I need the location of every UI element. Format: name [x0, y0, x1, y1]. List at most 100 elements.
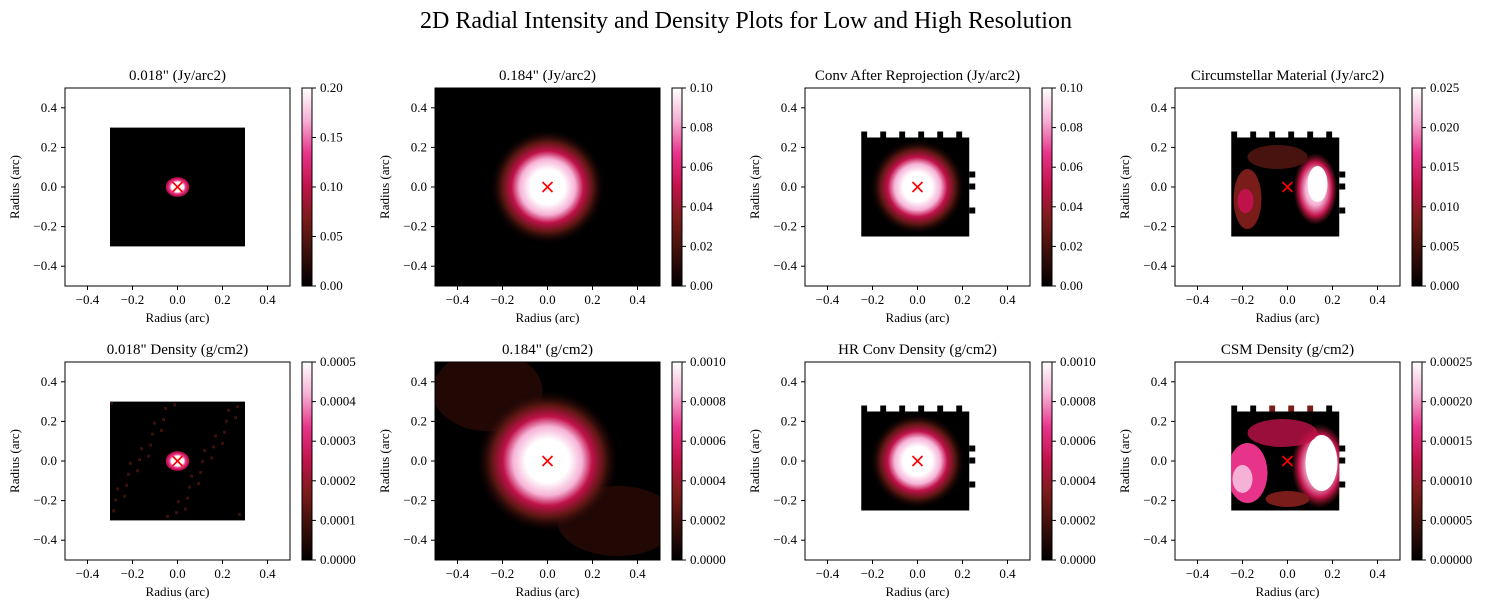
- colorbar-tick-label: 0.06: [1060, 159, 1083, 174]
- x-tick-label: 0.4: [1369, 292, 1386, 307]
- x-axis-label: Radius (arc): [146, 310, 210, 325]
- noise-speck: [238, 513, 241, 516]
- noise-speck: [162, 418, 165, 421]
- heatmap-panel-1: −0.4 −0.4 −0.2 −0.2 0.0 0.0 0.2 0.2 0.4 0.4 0.018"…: [7, 68, 343, 325]
- noise-speck: [153, 421, 156, 425]
- edge-gap: [867, 405, 881, 412]
- edge-pixel: [937, 131, 944, 138]
- noise-speck: [116, 487, 119, 491]
- x-tick-label: 0.0: [1279, 566, 1295, 581]
- noise-speck: [212, 445, 215, 449]
- edge-pixel: [937, 405, 944, 412]
- x-tick-label: 0.2: [1324, 566, 1340, 581]
- y-tick-label: 0.4: [781, 374, 798, 389]
- x-tick-label: −0.2: [1231, 292, 1255, 307]
- x-tick-label: 0.2: [584, 566, 600, 581]
- colorbar-tick-label: 0.05: [320, 229, 343, 244]
- edge-gap: [943, 131, 957, 138]
- colorbar-tick-label: 0.10: [690, 80, 713, 95]
- edge-pixel: [1288, 405, 1295, 412]
- csm-clump: [1232, 465, 1253, 493]
- colorbar-tick-label: 0.005: [1430, 238, 1459, 253]
- edge-gap: [905, 405, 919, 412]
- noise-speck: [175, 511, 178, 515]
- edge-pixel: [1339, 171, 1346, 178]
- y-tick-label: −0.4: [33, 258, 57, 273]
- y-tick-label: 0.2: [411, 413, 427, 428]
- noise-speck: [223, 430, 226, 434]
- noise-speck: [201, 460, 204, 463]
- noise-speck: [210, 456, 213, 460]
- noise-speck: [199, 471, 202, 474]
- colorbar-tick-label: 0.0004: [690, 473, 726, 488]
- noise-speck: [112, 509, 115, 513]
- y-tick-label: 0.0: [781, 453, 797, 468]
- x-tick-label: 0.2: [1324, 292, 1340, 307]
- colorbar-tick-label: 0.0006: [1060, 433, 1096, 448]
- colorbar-tick-label: 0.04: [1060, 199, 1083, 214]
- y-tick-label: −0.4: [773, 532, 797, 547]
- colorbar-tick-label: 0.02: [690, 238, 713, 253]
- noise-speck: [114, 498, 117, 502]
- colorbar-tick-label: 0.0006: [690, 433, 726, 448]
- y-tick-label: −0.4: [1143, 532, 1167, 547]
- edge-gap: [1256, 131, 1270, 138]
- x-tick-label: 0.4: [629, 292, 646, 307]
- colorbar-tick-label: 0.020: [1430, 120, 1459, 135]
- edge-gap: [962, 405, 976, 412]
- y-axis-label: Radius (arc): [747, 429, 762, 493]
- colorbar-tick-label: 0.0004: [1060, 473, 1096, 488]
- csm-peak: [1307, 166, 1328, 202]
- panel-title: CSM Density (g/cm2): [1221, 342, 1354, 358]
- x-tick-label: 0.4: [999, 566, 1016, 581]
- colorbar-tick-label: 0.0008: [690, 394, 726, 409]
- colorbar: [1411, 87, 1423, 287]
- panel-title: 0.184" (Jy/arc2): [499, 68, 596, 84]
- panel-title: HR Conv Density (g/cm2): [838, 342, 997, 358]
- colorbar-tick-label: 0.08: [690, 120, 713, 135]
- x-tick-label: 0.0: [169, 292, 185, 307]
- edge-pixel: [969, 445, 976, 452]
- colorbar-tick-label: 0.00005: [1430, 512, 1472, 527]
- edge-gap: [1332, 131, 1346, 138]
- noise-speck: [214, 434, 217, 438]
- heatmap-panel-7: −0.4 −0.4 −0.2 −0.2 0.0 0.0 0.2 0.2 0.4 0.4 HR Con…: [747, 342, 1096, 599]
- edge-gap: [1294, 131, 1308, 138]
- noise-speck: [234, 416, 237, 420]
- noise-speck: [125, 483, 128, 487]
- noise-speck: [225, 419, 228, 423]
- edge-pixel: [899, 405, 906, 412]
- noise-speck: [173, 403, 176, 407]
- x-tick-label: 0.2: [584, 292, 600, 307]
- edge-pixel: [1288, 131, 1295, 138]
- heatmap-panel-6: −0.4 −0.4 −0.2 −0.2 0.0 0.0 0.2 0.2 0.4 0.4 0.184"…: [377, 342, 726, 599]
- colorbar-tick-label: 0.0010: [1060, 354, 1096, 369]
- x-tick-label: −0.4: [446, 566, 470, 581]
- noise-speck: [166, 514, 169, 518]
- y-tick-label: −0.4: [33, 532, 57, 547]
- y-axis-label: Radius (arc): [7, 429, 22, 493]
- x-tick-label: 0.2: [214, 292, 230, 307]
- y-axis-label: Radius (arc): [1117, 155, 1132, 219]
- edge-pixel: [861, 405, 868, 412]
- colorbar-tick-label: 0.025: [1430, 80, 1459, 95]
- x-tick-label: −0.4: [76, 566, 100, 581]
- panels-grid: −0.4 −0.4 −0.2 −0.2 0.0 0.0 0.2 0.2 0.4 0.4 0.018"…: [7, 68, 1472, 599]
- colorbar-tick-label: 0.10: [320, 179, 343, 194]
- edge-pixel: [1269, 405, 1276, 412]
- colorbar-tick-label: 0.0000: [1060, 552, 1096, 567]
- edge-gap: [962, 131, 976, 138]
- colorbar-tick-label: 0.08: [1060, 120, 1083, 135]
- edge-pixel: [918, 405, 925, 412]
- colorbar-tick-label: 0.0008: [1060, 394, 1096, 409]
- center-marker: [911, 181, 924, 193]
- y-tick-label: 0.0: [781, 179, 797, 194]
- noise-speck: [197, 482, 200, 485]
- y-tick-label: −0.2: [1143, 493, 1167, 508]
- edge-pixel: [956, 405, 963, 412]
- y-tick-label: 0.4: [411, 100, 428, 115]
- x-tick-label: −0.2: [861, 566, 885, 581]
- edge-pixel: [1250, 131, 1257, 138]
- y-tick-label: 0.4: [41, 374, 58, 389]
